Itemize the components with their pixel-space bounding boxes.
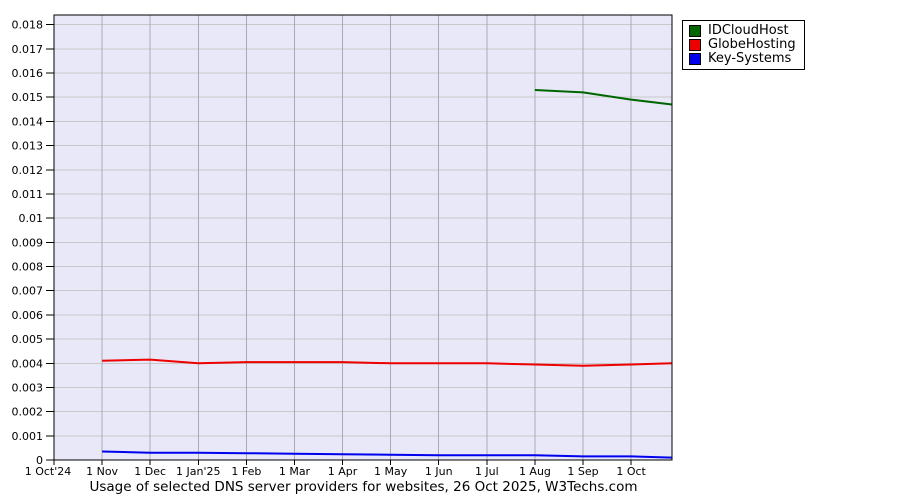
legend-label: IDCloudHost (708, 23, 789, 38)
x-axis-tick-label: 1 Feb (231, 465, 261, 478)
legend-label: GlobeHosting (708, 37, 796, 52)
legend-item-globehosting: GlobeHosting (689, 38, 796, 52)
y-axis-tick-label: 0.007 (12, 285, 44, 298)
y-axis-tick-label: 0.002 (12, 406, 44, 419)
y-axis-tick-label: 0.006 (12, 309, 44, 322)
legend: IDCloudHost GlobeHosting Key-Systems (682, 20, 805, 70)
y-axis-tick-label: 0.018 (12, 19, 44, 32)
y-axis-tick-label: 0.015 (12, 91, 44, 104)
y-axis-tick-label: 0.01 (19, 212, 44, 225)
x-axis-tick-label: 1 May (374, 465, 408, 478)
y-axis-tick-label: 0.004 (12, 357, 44, 370)
x-axis-tick-label: 1 Jun (425, 465, 453, 478)
series-line-key-systems (102, 450, 673, 459)
x-axis-tick-label: 1 Apr (328, 465, 358, 478)
x-axis-tick-label: 1 Jan'25 (176, 465, 220, 478)
y-axis-tick-label: 0.017 (12, 43, 44, 56)
legend-swatch-idcloudhost (689, 25, 701, 37)
y-axis-tick-label: 0.012 (12, 164, 44, 177)
x-axis-tick-label: 1 Nov (86, 465, 118, 478)
series-line-idcloudhost (534, 89, 673, 106)
plot-border (53, 14, 673, 461)
chart-title: Usage of selected DNS server providers f… (89, 479, 638, 495)
legend-swatch-key-systems (689, 53, 701, 65)
legend-item-idcloudhost: IDCloudHost (689, 24, 796, 38)
y-axis-tick-label: 0.009 (12, 236, 44, 249)
x-axis-tick-label: 1 Oct (616, 465, 646, 478)
x-axis-tick-label: 1 Dec (134, 465, 166, 478)
y-axis-tick-label: 0.011 (12, 188, 44, 201)
y-axis-tick-label: 0.001 (12, 430, 44, 443)
y-axis-tick-label: 0.016 (12, 67, 44, 80)
x-axis-tick-label: 1 Aug (519, 465, 551, 478)
y-axis-tick-label: 0.014 (12, 115, 44, 128)
y-axis-tick-label: 0.005 (12, 333, 44, 346)
y-axis-tick-label: 0.013 (12, 140, 44, 153)
y-axis-tick-label: 0.008 (12, 261, 44, 274)
y-axis-tick-label: 0.003 (12, 381, 44, 394)
x-axis-tick-label: 1 Oct'24 (25, 465, 72, 478)
series-line-globehosting (102, 358, 673, 367)
x-axis-tick-label: 1 Mar (279, 465, 311, 478)
y-axis-tick-label: 0 (36, 454, 43, 467)
x-axis-tick-label: 1 Jul (475, 465, 499, 478)
legend-item-key-systems: Key-Systems (689, 52, 796, 66)
legend-label: Key-Systems (708, 51, 792, 66)
plot-background (54, 15, 672, 460)
x-axis-tick-label: 1 Sep (567, 465, 598, 478)
legend-swatch-globehosting (689, 39, 701, 51)
